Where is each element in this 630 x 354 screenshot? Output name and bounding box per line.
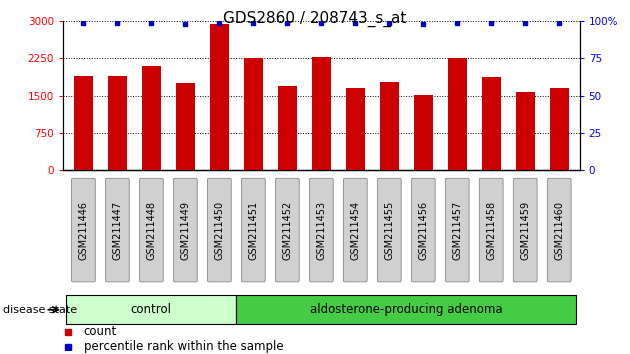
FancyBboxPatch shape <box>66 295 236 324</box>
Bar <box>244 58 263 170</box>
Text: GSM211460: GSM211460 <box>554 201 564 259</box>
FancyBboxPatch shape <box>513 178 537 282</box>
Bar <box>142 66 161 170</box>
Text: GSM211452: GSM211452 <box>282 200 292 260</box>
Text: GSM211453: GSM211453 <box>316 200 326 260</box>
Text: GSM211449: GSM211449 <box>180 201 190 259</box>
Text: GSM211447: GSM211447 <box>112 200 122 260</box>
Text: GSM211458: GSM211458 <box>486 200 496 260</box>
Bar <box>278 86 297 170</box>
FancyBboxPatch shape <box>241 178 265 282</box>
Text: GDS2860 / 208743_s_at: GDS2860 / 208743_s_at <box>223 11 407 27</box>
FancyBboxPatch shape <box>411 178 435 282</box>
FancyBboxPatch shape <box>479 178 503 282</box>
Bar <box>346 88 365 170</box>
FancyBboxPatch shape <box>173 178 197 282</box>
FancyBboxPatch shape <box>105 178 129 282</box>
FancyBboxPatch shape <box>309 178 333 282</box>
Text: GSM211459: GSM211459 <box>520 200 530 260</box>
Text: percentile rank within the sample: percentile rank within the sample <box>84 340 284 353</box>
FancyBboxPatch shape <box>71 178 95 282</box>
Bar <box>448 58 467 170</box>
FancyBboxPatch shape <box>377 178 401 282</box>
FancyBboxPatch shape <box>445 178 469 282</box>
FancyBboxPatch shape <box>139 178 163 282</box>
FancyBboxPatch shape <box>207 178 231 282</box>
FancyBboxPatch shape <box>547 178 571 282</box>
FancyBboxPatch shape <box>236 295 576 324</box>
Bar <box>108 76 127 170</box>
Bar <box>380 82 399 170</box>
Text: disease state: disease state <box>3 305 77 315</box>
FancyBboxPatch shape <box>275 178 299 282</box>
Text: GSM211455: GSM211455 <box>384 200 394 260</box>
Text: GSM211457: GSM211457 <box>452 200 462 260</box>
Text: aldosterone-producing adenoma: aldosterone-producing adenoma <box>310 303 503 316</box>
Bar <box>176 83 195 170</box>
Text: GSM211446: GSM211446 <box>78 201 88 259</box>
Bar <box>482 77 501 170</box>
FancyBboxPatch shape <box>343 178 367 282</box>
Text: GSM211448: GSM211448 <box>146 201 156 259</box>
Text: GSM211451: GSM211451 <box>248 200 258 260</box>
Text: control: control <box>131 303 172 316</box>
Text: GSM211450: GSM211450 <box>214 200 224 260</box>
Bar <box>516 92 535 170</box>
Bar <box>74 76 93 170</box>
Bar <box>312 57 331 170</box>
Text: GSM211456: GSM211456 <box>418 200 428 260</box>
Bar <box>414 95 433 170</box>
Text: count: count <box>84 325 117 338</box>
Bar <box>210 24 229 170</box>
Text: GSM211454: GSM211454 <box>350 200 360 260</box>
Bar <box>550 88 568 170</box>
